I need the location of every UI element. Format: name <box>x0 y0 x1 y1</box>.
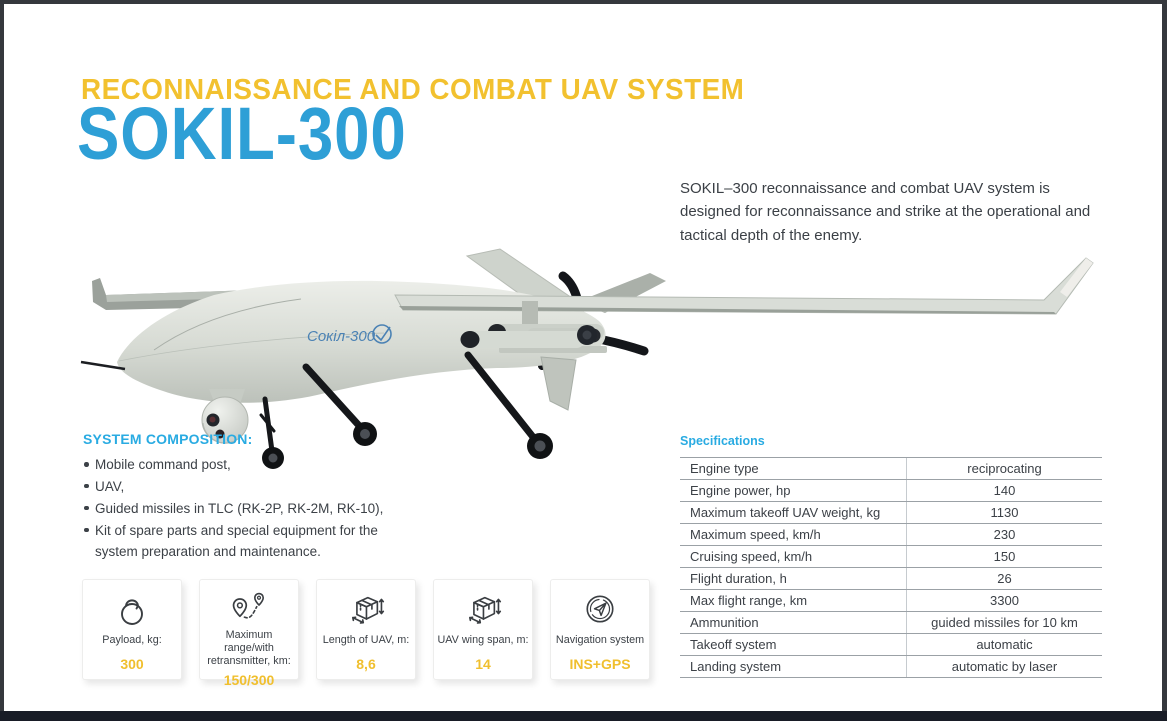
spec-value: reciprocating <box>906 457 1102 480</box>
uav-pitot-tube <box>80 360 126 371</box>
navigation-icon <box>580 589 620 629</box>
spec-value: automatic by laser <box>906 655 1102 678</box>
spec-label: Flight duration, h <box>680 567 907 590</box>
metric-card-value: 150/300 <box>223 671 275 688</box>
metric-card: Length of UAV, m: 8,6 <box>316 579 416 680</box>
spec-row: Takeoff system automatic <box>680 633 1102 656</box>
system-composition-heading: SYSTEM COMPOSITION: <box>83 431 253 447</box>
metric-card: UAV wing span, m: 14 <box>433 579 533 680</box>
spec-row: Maximum speed, km/h 230 <box>680 523 1102 546</box>
metric-card-label: UAV wing span, m: <box>437 634 529 647</box>
spec-row: Flight duration, h 26 <box>680 567 1102 590</box>
product-description: SOKIL–300 reconnaissance and combat UAV … <box>680 180 1091 244</box>
composition-item: Kit of spare parts and special equipment… <box>83 520 387 564</box>
metric-card-label: Navigation system <box>555 634 645 647</box>
system-composition-list: Mobile command post, UAV, Guided missiles … <box>83 454 387 563</box>
spec-label: Maximum takeoff UAV weight, kg <box>680 501 907 524</box>
spec-label: Ammunition <box>680 611 907 634</box>
spec-label: Max flight range, km <box>680 589 907 612</box>
spec-value: 26 <box>906 567 1102 590</box>
spec-row: Ammunition guided missiles for 10 km <box>680 611 1102 634</box>
spec-label: Engine type <box>680 457 907 480</box>
metric-card-label: Maximum range/with retransmitter, km: <box>207 629 291 668</box>
spec-label: Engine power, hp <box>680 479 907 502</box>
box-dimensions-icon <box>463 589 503 629</box>
uav-right-wing <box>394 257 1094 315</box>
page-title: SOKIL-300 <box>77 92 407 175</box>
kettlebell-icon <box>112 589 152 629</box>
metric-card-label: Length of UAV, m: <box>322 634 410 647</box>
spec-row: Landing system automatic by laser <box>680 655 1102 678</box>
uav-gimbal-camera <box>201 389 249 444</box>
spec-label: Cruising speed, km/h <box>680 545 907 568</box>
composition-item: UAV, <box>83 476 387 498</box>
metric-card: Navigation system INS+GPS <box>550 579 650 680</box>
metric-card-label: Payload, kg: <box>102 634 162 647</box>
metric-card-value: INS+GPS <box>569 656 631 672</box>
spec-row: Maximum takeoff UAV weight, kg 1130 <box>680 501 1102 524</box>
spec-label: Takeoff system <box>680 633 907 656</box>
spec-value: 140 <box>906 479 1102 502</box>
spec-row: Engine type reciprocating <box>680 457 1102 480</box>
composition-item: Mobile command post, <box>83 454 387 476</box>
spec-row: Engine power, hp 140 <box>680 479 1102 502</box>
spec-label: Landing system <box>680 655 907 678</box>
metric-card: Payload, kg: 300 <box>82 579 182 680</box>
kicker-heading: RECONNAISSANCE AND COMBAT UAV SYSTEM <box>81 74 745 106</box>
uav-marking-text: Сокіл-300 <box>307 328 376 345</box>
uav-wheels <box>262 422 553 469</box>
spec-value: 230 <box>906 523 1102 546</box>
spec-value: guided missiles for 10 km <box>906 611 1102 634</box>
specifications-heading: Specifications <box>680 434 765 448</box>
metric-cards-row: Payload, kg: 300 Maximum range/with retr… <box>82 579 650 688</box>
route-pins-icon <box>229 589 269 629</box>
metric-card-value: 14 <box>475 656 491 672</box>
spec-row: Cruising speed, km/h 150 <box>680 545 1102 568</box>
specifications-table: Engine type reciprocating Engine power, hp… <box>680 457 1102 678</box>
box-dimensions-icon <box>346 589 386 629</box>
uav-ventral-fin <box>540 356 577 411</box>
metric-card-value: 8,6 <box>356 656 376 672</box>
spec-value: 1130 <box>906 501 1102 524</box>
spec-value: 150 <box>906 545 1102 568</box>
spec-label: Maximum speed, km/h <box>680 523 907 546</box>
uav-landing-gear <box>259 351 541 454</box>
metric-card-value: 300 <box>120 656 144 672</box>
spec-row: Max flight range, km 3300 <box>680 589 1102 612</box>
uav-photo: Сокіл-300 <box>80 248 1094 469</box>
specifications-section: Specifications Engine type reciprocating E… <box>680 434 1102 678</box>
datasheet-page: RECONNAISSANCE AND COMBAT UAV SYSTEM SOK… <box>4 4 1162 711</box>
spec-value: automatic <box>906 633 1102 656</box>
metric-card: Maximum range/with retransmitter, km: 15… <box>199 579 299 688</box>
system-composition-section: SYSTEM COMPOSITION: Mobile command post,… <box>83 431 387 563</box>
spec-value: 3300 <box>906 589 1102 612</box>
composition-item: Guided missiles in TLC (RK-2P, RK-2M, RK… <box>83 498 387 520</box>
manufacturer-logo-icon <box>372 324 392 344</box>
